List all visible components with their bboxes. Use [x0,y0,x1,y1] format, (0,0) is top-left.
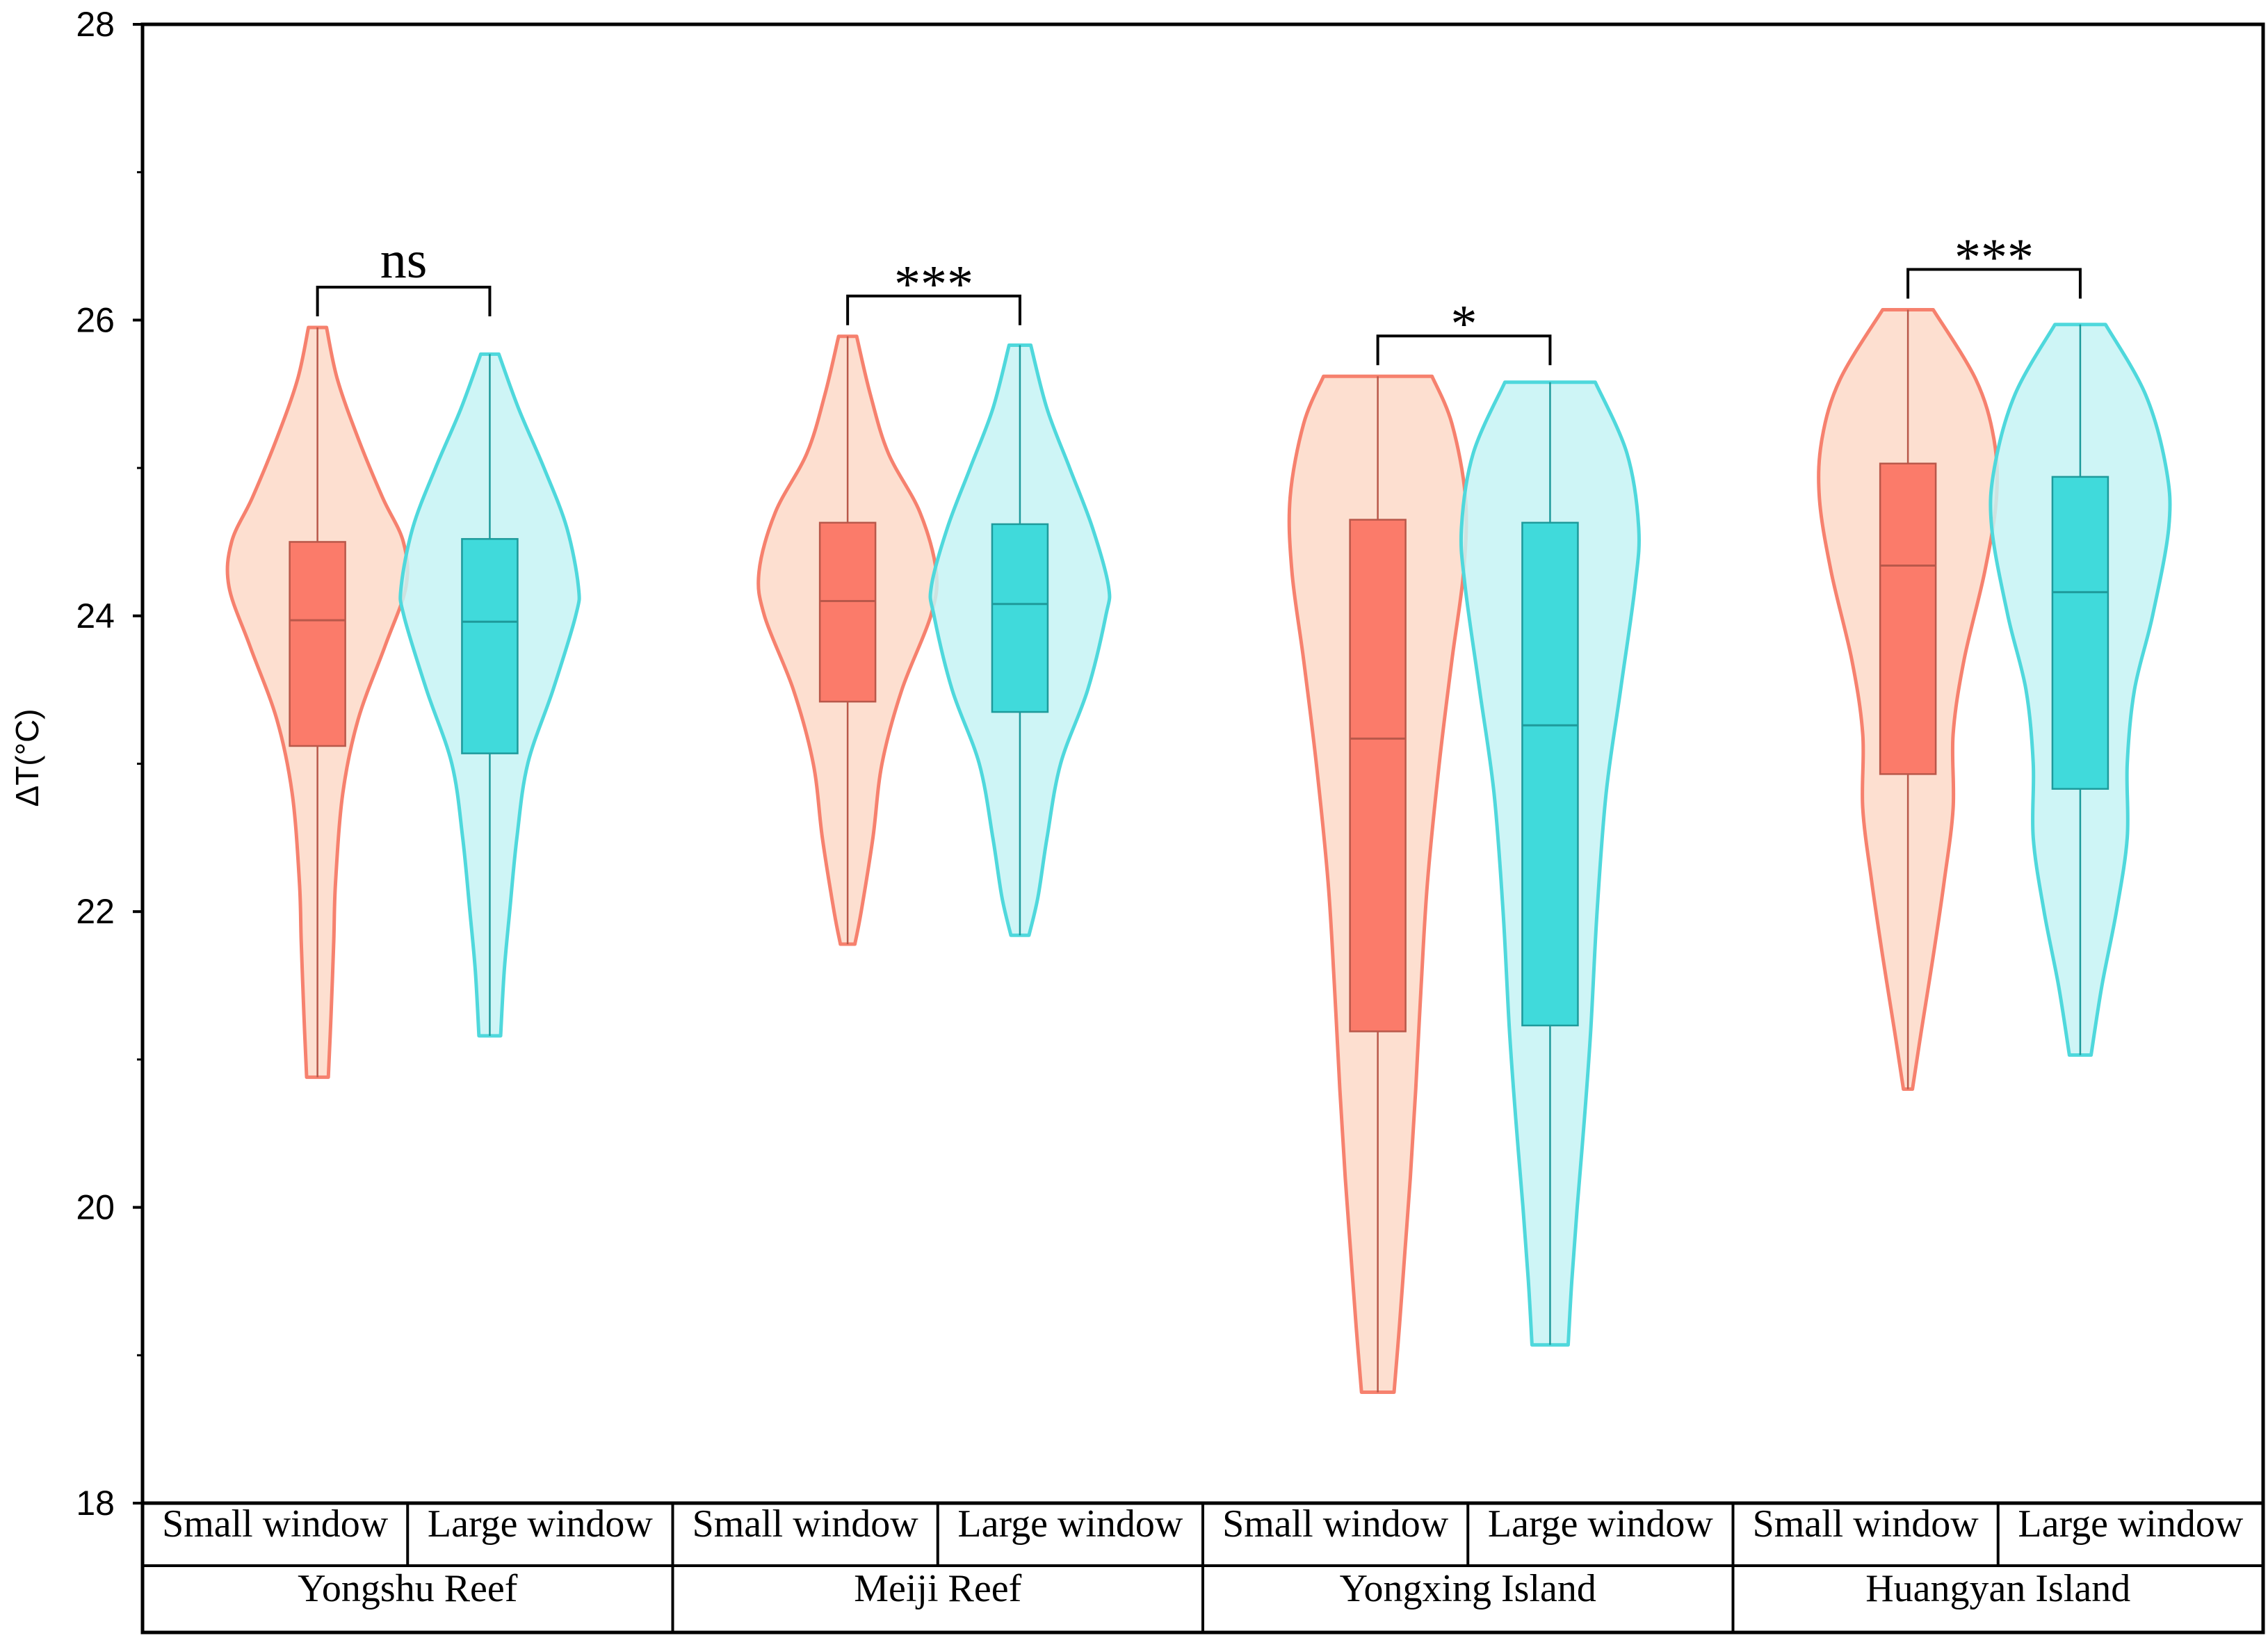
y-tick-label: 24 [76,597,115,635]
site-label: Huangyan Island [1865,1567,2130,1610]
y-tick-label: 22 [76,892,115,931]
significance-bracket [846,294,1021,325]
significance-bracket [1376,334,1552,366]
window-label: Small window [162,1502,389,1546]
y-tick-label: 26 [76,300,115,339]
window-label: Small window [1222,1502,1449,1546]
site-label: Yongshu Reef [298,1567,518,1610]
window-label: Large window [1488,1502,1714,1546]
window-label: Large window [957,1502,1183,1546]
window-label: Small window [1753,1502,1979,1546]
box-large [2051,476,2109,790]
significance-label: ns [380,231,428,289]
y-axis: 18 20 22 24 26 28 [76,5,143,1523]
box-small [818,521,877,703]
significance-bracket [316,286,492,317]
box-small [1349,519,1407,1032]
box-small [1879,462,1937,775]
y-tick-label: 28 [76,5,115,44]
site-label: Yongxing Island [1340,1567,1596,1610]
box-small [289,541,346,747]
significance-label: *** [1954,229,2034,287]
significance-layer: ns ******* [316,229,2082,366]
y-tick-label: 18 [76,1484,115,1523]
category-table: Small window Large window Yongshu Reef Smal… [162,1502,2244,1632]
window-label: Large window [428,1502,654,1546]
site-label: Meiji Reef [854,1567,1021,1610]
box-large [461,537,519,754]
box-large [1521,521,1579,1027]
boxplot-layer [289,309,2109,1393]
significance-label: * [1451,295,1477,353]
significance-bracket [1906,268,2082,299]
y-axis-label: ΔT(°C) [9,708,45,806]
window-label: Large window [2018,1502,2244,1546]
significance-label: *** [894,255,973,314]
window-label: Small window [692,1502,919,1546]
y-tick-label: 20 [76,1188,115,1227]
box-large [991,523,1049,713]
